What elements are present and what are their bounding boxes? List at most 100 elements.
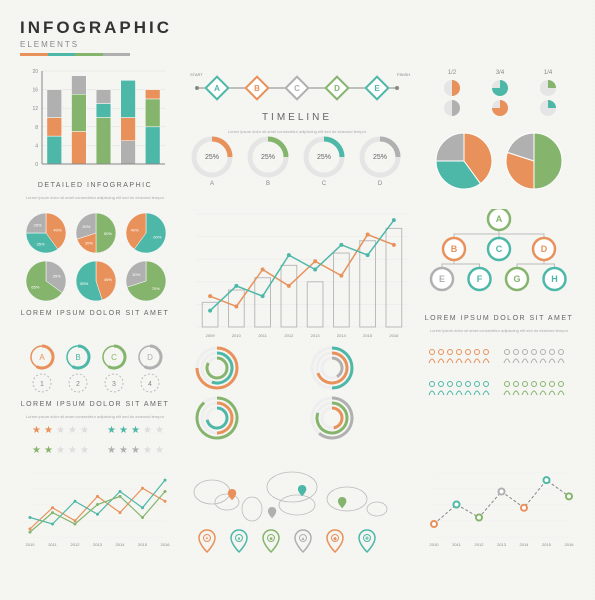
svg-text:2013: 2013 xyxy=(311,333,321,338)
svg-text:C: C xyxy=(322,181,327,187)
svg-text:2016: 2016 xyxy=(161,542,170,547)
svg-text:60%: 60% xyxy=(153,234,161,239)
svg-text:2013: 2013 xyxy=(497,542,507,547)
svg-text:1/4: 1/4 xyxy=(544,70,553,76)
svg-text:A: A xyxy=(496,214,503,224)
world-map xyxy=(182,467,412,527)
svg-text:2011: 2011 xyxy=(452,542,461,547)
svg-text:20%: 20% xyxy=(85,240,93,245)
svg-text:★: ★ xyxy=(119,445,128,456)
svg-text:★: ★ xyxy=(32,445,41,456)
svg-text:2013: 2013 xyxy=(93,542,103,547)
svg-text:2015: 2015 xyxy=(542,542,552,547)
map-panel: ✶ ● ■ ▲ ◆ ✚ xyxy=(182,467,412,555)
svg-text:40%: 40% xyxy=(131,227,139,232)
svg-text:55%: 55% xyxy=(80,280,88,285)
letters-title: LOREM IPSUM DOLOR SIT AMET xyxy=(20,401,170,408)
star-ratings: ★★★★★★★★★★★★★★★★★★★★ xyxy=(20,419,170,461)
svg-text:★: ★ xyxy=(80,445,89,456)
pies-panel: 1/23/41/4 xyxy=(424,66,574,201)
svg-text:45%: 45% xyxy=(104,277,112,282)
bar-chart-title: DETAILED INFOGRAPHIC xyxy=(20,182,170,189)
svg-text:25%: 25% xyxy=(205,154,219,161)
svg-text:B: B xyxy=(266,181,270,187)
svg-text:2016: 2016 xyxy=(565,542,574,547)
svg-text:★: ★ xyxy=(68,425,77,436)
svg-text:◆: ◆ xyxy=(333,536,337,542)
letters-panel: ABCD 1234 LOREM IPSUM DOLOR SIT AMET Lor… xyxy=(20,343,170,462)
svg-text:★: ★ xyxy=(131,445,140,456)
svg-text:★: ★ xyxy=(107,425,116,436)
svg-text:D: D xyxy=(147,353,153,362)
svg-text:★: ★ xyxy=(155,425,164,436)
header-divider xyxy=(20,53,130,56)
svg-text:★: ★ xyxy=(107,445,116,456)
timeline-diagram: STARTFINISHABCDE xyxy=(182,66,412,106)
svg-text:✚: ✚ xyxy=(365,536,369,542)
svg-text:★: ★ xyxy=(143,445,152,456)
hierarchy-tree: ABCDEFGH xyxy=(424,209,574,309)
svg-text:25%: 25% xyxy=(261,154,275,161)
timeline-panel: STARTFINISHABCDE TIMELINE Lorem ipsum do… xyxy=(182,66,412,201)
svg-text:B: B xyxy=(451,244,458,254)
svg-text:★: ★ xyxy=(56,425,65,436)
svg-text:FINISH: FINISH xyxy=(397,72,410,77)
svg-text:2010: 2010 xyxy=(430,542,440,547)
multi-line-chart: 2010201120122013201420152016 xyxy=(20,467,170,547)
pie-grid-title: LOREM IPSUM DOLOR SIT AMET xyxy=(20,310,170,317)
center-combo-chart: 20092010201120122013201420152016 xyxy=(182,209,412,339)
svg-text:B: B xyxy=(75,353,80,362)
mini-pies: 1/23/41/4 xyxy=(424,66,574,126)
svg-text:2014: 2014 xyxy=(520,542,530,547)
svg-text:0: 0 xyxy=(35,162,38,168)
svg-text:✶: ✶ xyxy=(205,536,209,542)
svg-text:★: ★ xyxy=(68,445,77,456)
svg-text:2009: 2009 xyxy=(206,333,216,338)
svg-text:A: A xyxy=(214,84,220,93)
header: INFOGRAPHIC ELEMENTS xyxy=(20,18,575,56)
tree-panel: ABCDEFGH LOREM IPSUM DOLOR SIT AMET Lore… xyxy=(424,209,574,339)
svg-text:★: ★ xyxy=(119,425,128,436)
svg-text:D: D xyxy=(334,84,340,93)
svg-text:2010: 2010 xyxy=(26,542,36,547)
svg-text:25%: 25% xyxy=(34,222,42,227)
bar-chart-panel: 048121620 DETAILED INFOGRAPHIC Lorem ips… xyxy=(20,66,170,201)
svg-text:3: 3 xyxy=(112,381,116,388)
detailed-bar-chart: 048121620 xyxy=(20,66,170,176)
svg-text:★: ★ xyxy=(56,445,65,456)
people-panel xyxy=(424,343,574,462)
svg-text:4: 4 xyxy=(35,143,38,149)
svg-text:B: B xyxy=(254,84,260,93)
svg-text:★: ★ xyxy=(44,445,53,456)
svg-text:2011: 2011 xyxy=(258,333,267,338)
bottom-left-chart-panel: 2010201120122013201420152016 xyxy=(20,467,170,555)
svg-text:★: ★ xyxy=(44,425,53,436)
radial-charts xyxy=(182,343,412,443)
svg-text:★: ★ xyxy=(143,425,152,436)
svg-text:C: C xyxy=(294,84,300,93)
svg-text:▲: ▲ xyxy=(301,536,306,542)
title-main: INFOGRAPHIC xyxy=(20,18,172,37)
svg-text:■: ■ xyxy=(269,536,272,542)
svg-text:2014: 2014 xyxy=(337,333,347,338)
svg-text:H: H xyxy=(551,274,558,284)
svg-text:2: 2 xyxy=(76,381,80,388)
timeline-title: TIMELINE xyxy=(182,112,412,123)
svg-text:A: A xyxy=(39,353,45,362)
svg-text:70%: 70% xyxy=(152,286,160,291)
svg-text:4: 4 xyxy=(148,381,152,388)
svg-text:8: 8 xyxy=(35,125,38,131)
svg-text:2015: 2015 xyxy=(363,333,373,338)
radials-panel xyxy=(182,343,412,462)
svg-text:E: E xyxy=(374,84,380,93)
svg-text:2014: 2014 xyxy=(116,542,126,547)
svg-text:★: ★ xyxy=(80,425,89,436)
bar-chart-lorem: Lorem ipsum dolor sit amet consectetur a… xyxy=(20,195,170,201)
svg-text:★: ★ xyxy=(155,445,164,456)
svg-text:30%: 30% xyxy=(82,224,90,229)
svg-text:●: ● xyxy=(237,536,240,542)
svg-text:C: C xyxy=(496,244,503,254)
dotted-line-chart: 2010201120122013201420152016 xyxy=(424,467,574,547)
svg-text:G: G xyxy=(513,274,520,284)
svg-text:40%: 40% xyxy=(53,227,61,232)
